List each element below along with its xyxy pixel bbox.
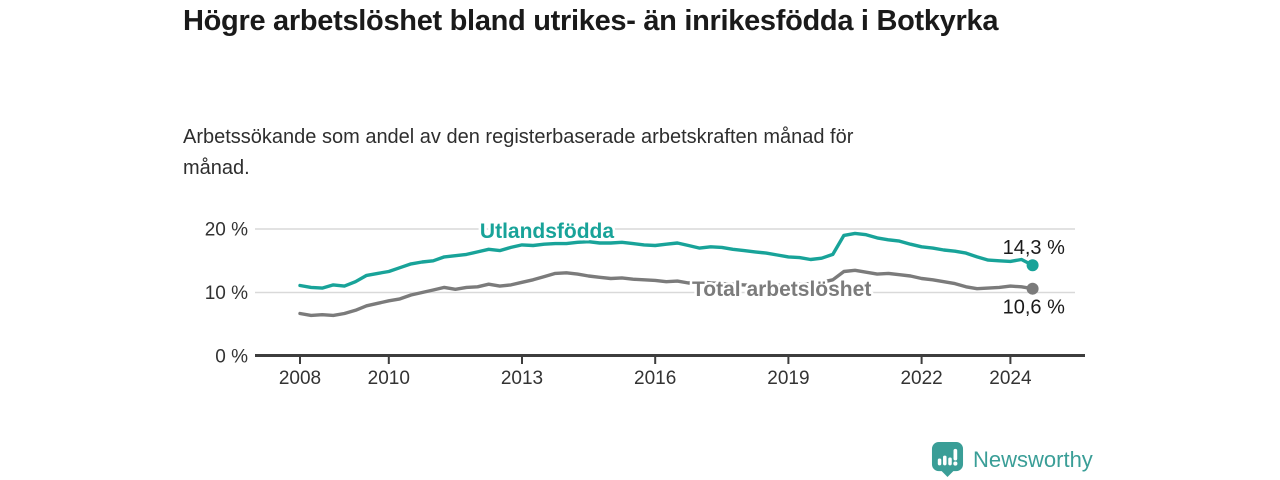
newsworthy-chart-bubble-icon <box>931 442 964 477</box>
x-tick-label: 2019 <box>767 368 809 389</box>
series-end-dot <box>1026 282 1039 295</box>
series-end-value-labels: 14,3 % 10,6 % <box>1003 237 1065 318</box>
series-line <box>298 268 1035 318</box>
x-axis-tick-labels: 2008 2010 2013 2016 2019 2022 2024 <box>279 368 1032 389</box>
series-end-dot <box>1026 259 1039 272</box>
y-tick-label: 20 % <box>205 220 248 241</box>
x-tick-label: 2024 <box>989 368 1032 389</box>
newsworthy-brand: Newsworthy <box>931 441 1093 478</box>
brand-name: Newsworthy <box>973 446 1093 472</box>
gridlines <box>255 228 1075 294</box>
x-tick-label: 2016 <box>634 368 676 389</box>
x-tick-label: 2013 <box>501 368 543 389</box>
y-axis-tick-labels: 0 % 10 % 20 % <box>205 220 248 368</box>
series-lines <box>298 231 1035 318</box>
x-tick-label: 2008 <box>279 368 321 389</box>
y-tick-label: 10 % <box>205 283 248 304</box>
x-tick-label: 2010 <box>368 368 410 389</box>
chart-subtitle: Arbetssökande som andel av den registerb… <box>183 126 854 179</box>
series-inline-labels: Utlandsfödda Total arbetslöshet <box>477 218 873 304</box>
series-end-dots <box>1026 259 1039 295</box>
series-inline-label: Utlandsfödda <box>480 220 614 243</box>
page-title: Högre arbetslöshet bland utrikes- än inr… <box>183 5 999 37</box>
series-end-value-label: 10,6 % <box>1003 297 1065 319</box>
series-inline-label: Total arbetslöshet <box>692 278 871 301</box>
x-axis <box>255 354 1085 364</box>
y-tick-label: 0 % <box>215 347 248 368</box>
series-line <box>298 231 1035 290</box>
x-tick-label: 2022 <box>900 368 942 389</box>
series-end-value-label: 14,3 % <box>1003 237 1065 259</box>
